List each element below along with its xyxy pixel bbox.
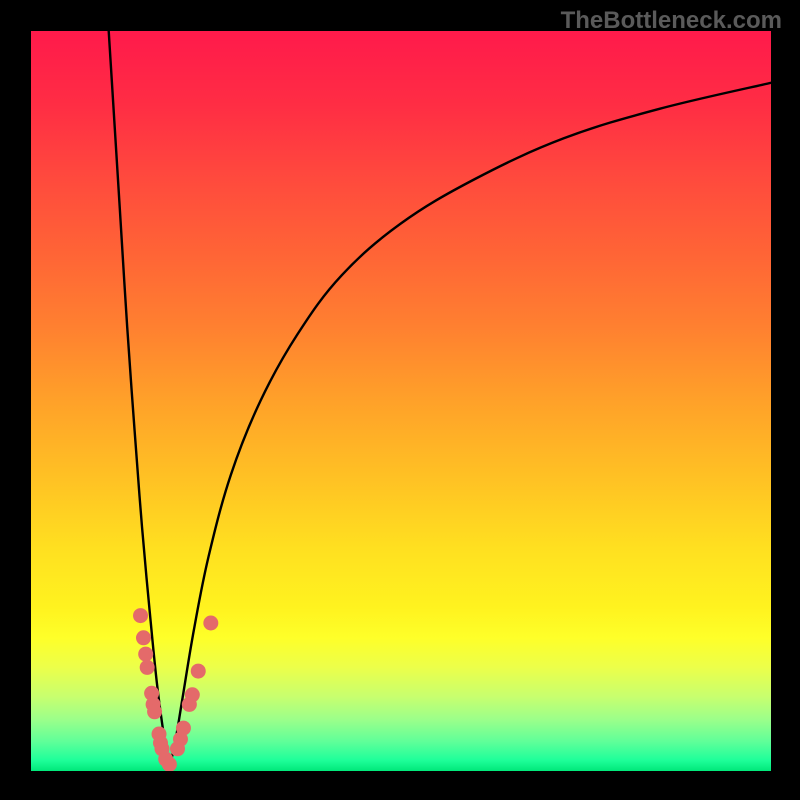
data-marker-right [203,616,218,631]
data-marker-left [133,608,148,623]
data-marker-left [138,647,153,662]
data-marker-right [191,664,206,679]
data-marker-left [140,660,155,675]
bottleneck-chart [31,31,771,771]
chart-container: TheBottleneck.com [0,0,800,800]
data-marker-right [176,721,191,736]
data-marker-left [147,704,162,719]
data-marker-left [136,630,151,645]
data-marker-right [185,687,200,702]
